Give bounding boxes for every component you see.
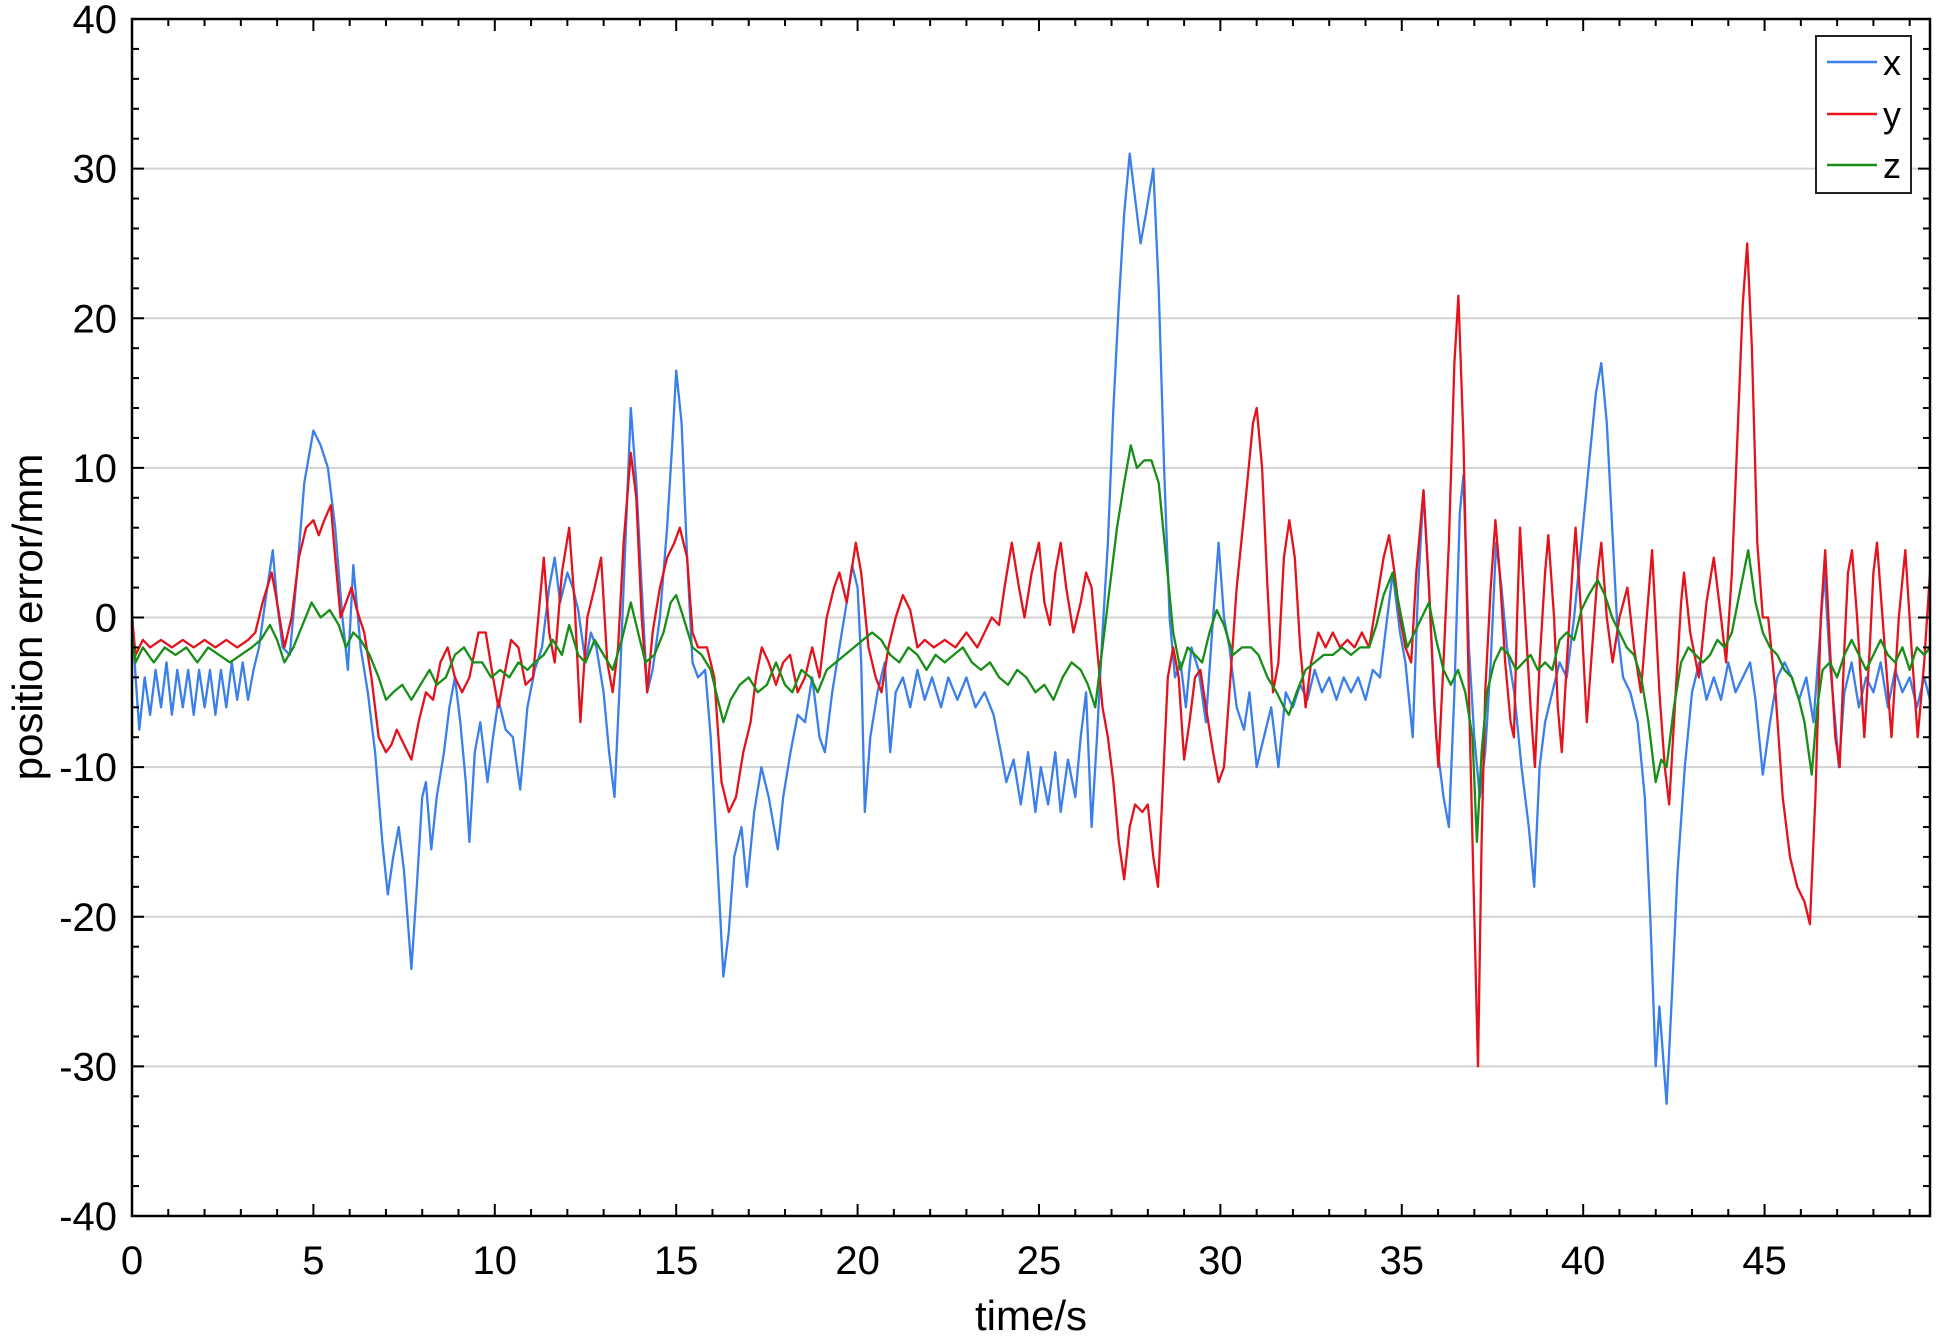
series-line-z (132, 444, 1930, 844)
y-tick-label: 30 (73, 148, 118, 192)
x-tick-label: 35 (1380, 1239, 1425, 1283)
x-tick-label: 45 (1742, 1239, 1787, 1283)
series-line-y (132, 242, 1930, 1068)
series-layer (132, 152, 1930, 1105)
y-tick-label: 10 (73, 447, 118, 491)
series-line-x (132, 152, 1930, 1105)
x-tick-label: 40 (1561, 1239, 1606, 1283)
legend-label-y: y (1883, 94, 1901, 135)
x-tick-label: 30 (1198, 1239, 1243, 1283)
y-tick-label: -40 (59, 1195, 117, 1239)
legend-entry-y: y (1827, 94, 1901, 135)
y-tick-label: -20 (59, 896, 117, 940)
plot-frame (130, 17, 1932, 1218)
legend: x y z (1815, 35, 1912, 194)
legend-label-z: z (1883, 145, 1901, 186)
x-tick-label: 0 (121, 1239, 143, 1283)
legend-entry-x: x (1827, 42, 1901, 83)
x-tick-label: 10 (473, 1239, 518, 1283)
y-tick-label: 40 (73, 0, 118, 42)
tick-labels: 0 5 10 15 20 25 30 35 40 45 40 30 20 10 0 -10 -20 -30 -40 (59, 0, 1787, 1283)
y-tick-label: 0 (95, 597, 117, 641)
x-tick-label: 5 (302, 1239, 324, 1283)
axes (130, 17, 1932, 1218)
y-axis-label: position error/mm (4, 454, 51, 781)
y-tick-label: -30 (59, 1045, 117, 1089)
y-tick-label: 20 (73, 297, 118, 341)
x-tick-label: 15 (654, 1239, 699, 1283)
x-axis-label: time/s (975, 1292, 1087, 1339)
x-tick-label: 20 (835, 1239, 880, 1283)
x-tick-label: 25 (1017, 1239, 1062, 1283)
y-tick-label: -10 (59, 746, 117, 790)
legend-label-x: x (1883, 42, 1901, 83)
legend-entry-z: z (1827, 145, 1901, 186)
